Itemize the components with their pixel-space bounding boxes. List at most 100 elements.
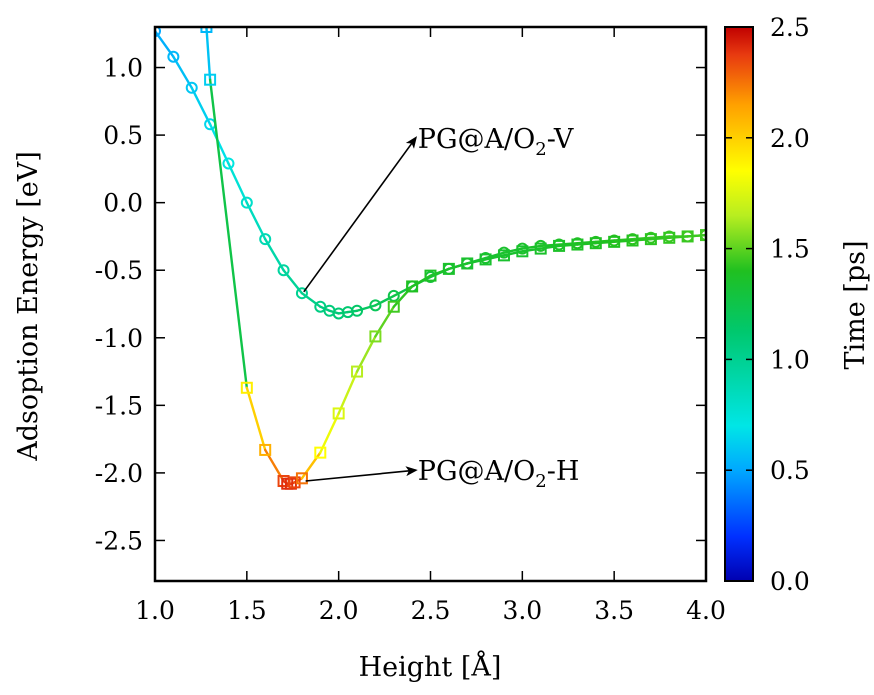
annotation-subscript: 2 [535,139,546,160]
colorbar-ticks: 0.0 0.5 1.0 1.5 2.0 2.5 [725,13,810,596]
x-tick-label: 4.0 [686,596,726,625]
series-2-segment [502,250,524,257]
series-2-segment [337,370,359,415]
series-1-point [387,289,400,302]
series-2-segment [447,262,469,271]
series-1-segment [300,291,322,308]
colorbar-tick-label: 1.0 [770,345,810,374]
series-1-point [295,287,308,300]
series-1-segment [190,86,212,126]
y-tick-label: 0.5 [103,121,143,150]
series-2-point [644,233,657,246]
x-tick-label: 3.5 [594,596,634,625]
annotation-arrow [303,136,417,293]
colorbar-tick-label: 0.0 [770,567,810,596]
series-2-point [589,237,602,250]
y-tick-label: -1.5 [95,391,143,420]
annotation-subscript: 2 [535,471,546,492]
colorbar-tick-label: 1.5 [770,235,810,264]
series-2-point [534,242,547,255]
series-2-segment [557,243,579,248]
annotation-main-text: PG@A/O [418,124,535,155]
annotation-label: PG@A/O2-V [418,124,574,160]
series-1-point [167,50,180,63]
series-2-segment [539,244,561,250]
series-2-segment [686,233,706,238]
series-2-segment [521,247,542,253]
series-1-segment [631,236,653,241]
colorbar-label: Time [ps] [840,240,871,369]
annotation-arrow [305,466,418,482]
y-tick-label: -0.5 [95,256,143,285]
series-1-point [259,233,272,246]
series-1-segment [557,241,579,246]
series-2-point [461,257,474,270]
series-2-segment [208,78,249,389]
annotation-label: PG@A/O2-H [418,456,580,492]
series-2-point [295,472,308,485]
plot-frame: 1.0 1.5 2.0 2.5 3.0 3.5 4.0 1.0 0.5 0.0 -0.5 -1.0 -1… [95,25,726,625]
series-2-point [332,407,345,420]
annotation-main-text: PG@A/O [418,456,535,487]
series-2-segment [300,451,322,480]
x-tick-label: 2.0 [319,596,359,625]
series-2-point [406,280,419,293]
x-tick-label: 2.5 [411,596,451,625]
y-tick-label: -2.0 [95,459,143,488]
colorbar-tick-label: 0.5 [770,456,810,485]
series-2-point [277,475,290,488]
series-2-point [284,477,297,490]
series-2-segment [466,258,487,265]
series-2-segment [576,241,597,246]
series-2-point [424,269,437,282]
y-tick-label: -2.5 [95,526,143,555]
series-2-point [516,245,529,258]
series-2-point [497,249,510,262]
annotation-layer: PG@A/O2-VPG@A/O2-H [303,124,580,492]
series-1-segment [612,237,634,242]
series-1-segment [502,247,524,254]
series-2-segment [668,235,689,239]
series-2-point [314,446,327,459]
series-2-segment [319,412,340,454]
series-2-segment [631,237,653,242]
series-1-segment [355,304,377,312]
series-2-segment [484,254,506,261]
series-2-segment [649,236,671,241]
y-tick-label: 1.0 [103,54,143,83]
series-1-point [155,27,161,38]
series-1-segment [594,239,616,244]
series-1-segment [539,243,561,248]
series-layer [155,27,706,490]
x-tick-label: 1.0 [135,596,175,625]
series-2-segment [245,386,267,452]
series-2-point [200,27,213,33]
series-1-segment [521,244,542,250]
colorbar-tick-label: 2.0 [770,124,810,153]
series-2-point [700,229,706,242]
series-1-segment [576,240,597,245]
series-1-segment [392,285,414,298]
series-2-point [553,239,566,252]
series-2-point [240,381,253,394]
series-1-point [369,299,382,312]
series-2-segment [429,267,451,277]
series-2-point [369,330,382,343]
x-tick-label: 1.5 [227,596,267,625]
series-1-point [240,196,253,209]
series-2-segment [410,274,432,288]
x-tick-label: 3.0 [502,596,542,625]
series-2-point [259,443,272,456]
series-1-segment [374,294,395,307]
series-2-point [571,238,584,251]
series-1-segment [227,162,249,204]
series-2-point [479,253,492,266]
series-2-point [387,300,400,313]
y-axis-label: Adsoption Energy [eV] [13,151,44,462]
series-2-segment [594,240,616,245]
series-2-point [681,230,694,243]
colorbar-tick-label: 2.5 [770,13,810,42]
annotation-suffix: -H [547,456,580,487]
colorbar [724,26,754,582]
